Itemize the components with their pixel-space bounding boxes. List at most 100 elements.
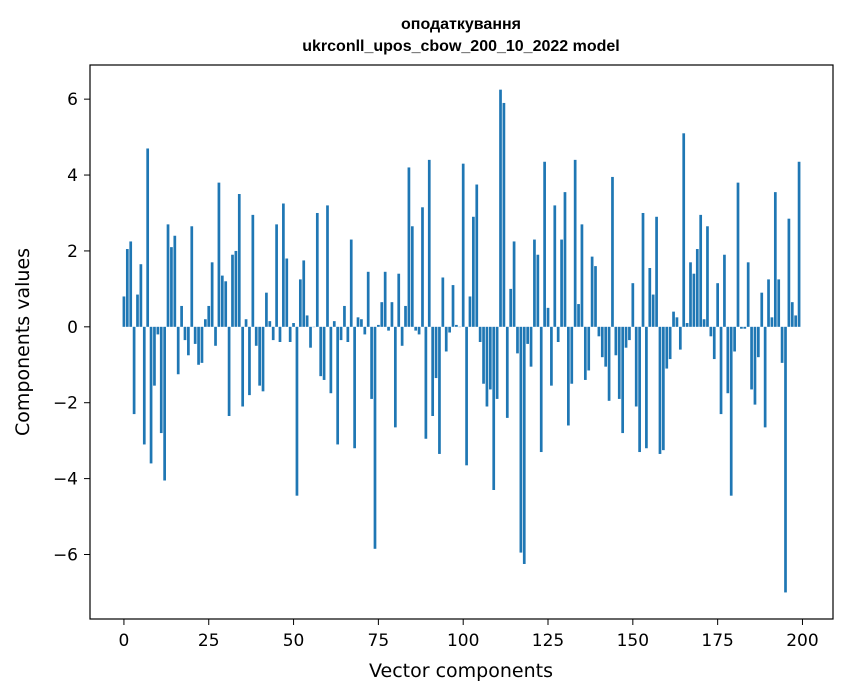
bar [720,327,723,414]
bar [435,327,438,378]
bar [754,327,757,405]
bar [506,327,509,418]
bar [292,323,295,327]
bar [455,325,458,327]
bar [418,327,421,335]
bar [655,217,658,327]
bar [472,217,475,327]
bar [771,317,774,326]
bar [387,327,390,331]
bar [635,327,638,407]
y-axis-label: Components values [12,248,34,436]
bar [737,183,740,327]
bar [238,194,241,327]
bar [129,241,132,326]
bar [140,264,143,327]
bar [784,327,787,593]
bar [428,160,431,327]
bar [326,205,329,326]
bar [394,327,397,428]
bar [265,293,268,327]
bar [333,321,336,327]
bar [251,215,254,327]
bar [608,327,611,401]
bar [452,285,455,327]
bar [486,327,489,407]
bar [652,295,655,327]
bar [584,327,587,380]
bar [703,319,706,327]
bar [788,219,791,327]
bar [353,327,356,448]
bar [207,306,210,327]
bar [214,327,217,346]
bar [163,327,166,481]
bar [285,259,288,327]
bar [268,321,271,327]
bar [540,327,543,452]
bar [340,327,343,340]
bar [747,262,750,327]
bar [316,213,319,327]
bar [296,327,299,496]
bar [757,327,760,357]
bar [530,327,533,367]
bar [774,192,777,327]
bar [357,317,360,326]
bar [740,327,743,329]
bar [272,327,275,340]
bar [482,327,485,384]
bar [564,192,567,327]
bar [679,327,682,350]
bar [391,302,394,327]
bar [560,240,563,327]
bar [421,207,424,327]
x-tick-label: 25 [198,631,220,651]
bar [516,327,519,354]
bar [750,327,753,390]
bar [686,323,689,327]
x-tick-label: 0 [119,631,130,651]
bar [228,327,231,416]
y-tick-label: 2 [67,242,78,262]
bar [173,236,176,327]
bar [431,327,434,416]
bar [730,327,733,496]
bar [262,327,265,392]
bar [543,162,546,327]
bar [462,164,465,327]
bar [628,327,631,340]
bar [648,268,651,327]
bar [581,224,584,326]
bar [177,327,180,374]
bar [496,327,499,399]
bar [184,327,187,340]
y-tick-label: 6 [67,90,78,110]
bar [587,327,590,371]
bar [676,317,679,326]
bar [645,327,648,448]
bar [170,247,173,327]
bar [370,327,373,399]
bar [319,327,322,376]
bar [133,327,136,414]
chart-title-line2: ukrconll_upos_cbow_200_10_2022 model [302,38,619,55]
bar [615,327,618,355]
bar [475,185,478,327]
bar [713,327,716,359]
bar [570,327,573,384]
bar [197,327,200,365]
bar [323,327,326,380]
bar [767,279,770,326]
bar [479,327,482,342]
bar [526,327,529,344]
x-tick-label: 100 [447,631,479,651]
bar [282,204,285,327]
bar [299,279,302,326]
bar [167,224,170,326]
bar [187,327,190,355]
bar [343,306,346,327]
bar [441,277,444,326]
bar [411,226,414,327]
